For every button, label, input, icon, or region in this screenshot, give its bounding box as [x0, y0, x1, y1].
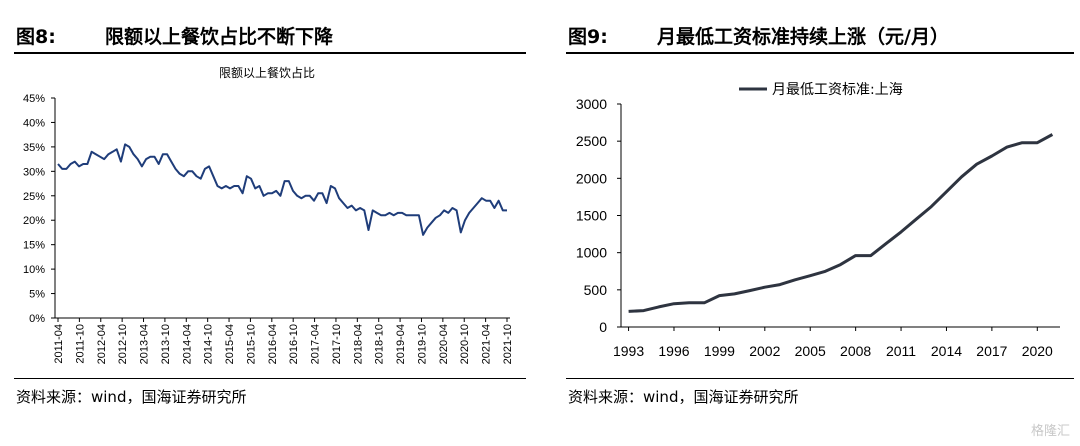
left-series-line [57, 143, 507, 236]
right-bottom-rule [566, 378, 1074, 379]
right-x-tick-label: 1999 [704, 343, 735, 359]
left-y-tick-label: 35% [23, 142, 45, 154]
right-x-tick-label: 2002 [749, 343, 780, 359]
left-x-tick-label: 2020-04 [438, 324, 450, 364]
left-y-tick-label: 15% [23, 240, 45, 252]
right-y-tick-label: 0 [599, 319, 607, 335]
left-x-tick-label: 2015-10 [245, 324, 257, 364]
left-figure-header: 图8: 限额以上餐饮占比不断下降 [0, 22, 540, 52]
left-x-tick-label: 2017-10 [331, 324, 343, 364]
left-x-tick-label: 2011-04 [53, 324, 65, 364]
right-y-tick-label: 2000 [576, 170, 607, 186]
left-x-tick-label: 2021-04 [481, 324, 493, 364]
left-x-tick-label: 2016-10 [288, 324, 300, 364]
left-bottom-rule [14, 378, 526, 379]
left-chart-title: 限额以上餐饮占比 [219, 65, 315, 80]
right-x-tick-label: 2020 [1022, 343, 1053, 359]
right-x-tick-label: 1993 [613, 343, 644, 359]
watermark-logo: 格隆汇 [1030, 424, 1070, 439]
left-top-rule [14, 52, 526, 54]
left-x-tick-label: 2019-04 [395, 324, 407, 364]
left-x-tick-label: 2019-10 [416, 324, 428, 364]
right-top-rule [566, 52, 1074, 54]
right-line-chart: 月最低工资标准:上海 0 500 1000 1500 2000 2500 3000 1993 1… [576, 82, 1060, 359]
left-x-tick-label: 2017-04 [310, 324, 322, 364]
left-x-tick-label: 2011-10 [74, 324, 86, 364]
left-x-tick-label: 2018-04 [352, 324, 364, 364]
left-line-chart: 限额以上餐饮占比 0% 5% 10% 15% 20% 25% 30% 35% 40% 45% 201… [23, 65, 514, 364]
left-x-tick-label: 2020-10 [459, 324, 471, 364]
right-figure-header: 图9: 月最低工资标准持续上涨（元/月） [562, 22, 1080, 52]
right-series-line [628, 133, 1054, 313]
left-x-tick-label: 2021-10 [502, 324, 514, 364]
left-x-tick-label: 2016-04 [267, 324, 279, 364]
right-y-tick-label: 2500 [576, 133, 607, 149]
left-source-note: 资料来源：wind，国海证券研究所 [16, 388, 247, 406]
left-figure-panel: 图8: 限额以上餐饮占比不断下降 限额以上餐饮占比 0% 5% 10% 15% 20% 2… [0, 22, 540, 406]
left-x-tick-label: 2012-04 [96, 324, 108, 364]
right-x-tick-label: 2011 [886, 343, 916, 359]
left-x-tick-label: 2013-10 [160, 324, 172, 364]
left-x-tick-label: 2014-10 [203, 324, 215, 364]
left-y-tick-label: 40% [23, 117, 45, 129]
right-figure-panel: 图9: 月最低工资标准持续上涨（元/月） 月最低工资标准:上海 0 500 1000… [562, 0, 1080, 446]
left-x-tick-label: 2018-10 [374, 324, 386, 364]
left-figure-title: 限额以上餐饮占比不断下降 [105, 26, 334, 48]
right-y-tick-label: 500 [584, 282, 608, 298]
left-x-tick-label: 2012-10 [117, 324, 129, 364]
left-figure-number: 图8: [16, 26, 56, 48]
right-y-tick-label: 1000 [576, 245, 607, 261]
left-y-tick-label: 45% [23, 93, 45, 105]
right-x-tick-label: 2005 [795, 343, 826, 359]
right-legend-label: 月最低工资标准:上海 [772, 82, 903, 98]
right-x-tick-label: 2017 [976, 343, 1007, 359]
right-x-tick-label: 1996 [658, 343, 689, 359]
right-x-tick-label: 2008 [840, 343, 871, 359]
right-y-tick-label: 3000 [576, 96, 607, 112]
left-y-tick-label: 0% [29, 313, 45, 325]
left-x-tick-label: 2015-04 [224, 324, 236, 364]
left-x-tick-label: 2013-04 [139, 324, 151, 364]
left-y-tick-label: 20% [23, 215, 45, 227]
right-x-tick-label: 2014 [931, 343, 962, 359]
right-source-note: 资料来源：wind，国海证券研究所 [568, 388, 799, 406]
right-figure-title: 月最低工资标准持续上涨（元/月） [657, 26, 949, 48]
left-y-tick-label: 30% [23, 166, 45, 178]
right-figure-number: 图9: [568, 26, 608, 48]
left-y-tick-label: 25% [23, 191, 45, 203]
left-y-tick-label: 5% [29, 289, 45, 301]
left-x-tick-label: 2014-04 [181, 324, 193, 364]
left-y-tick-label: 10% [23, 264, 45, 276]
right-y-tick-label: 1500 [576, 208, 607, 224]
